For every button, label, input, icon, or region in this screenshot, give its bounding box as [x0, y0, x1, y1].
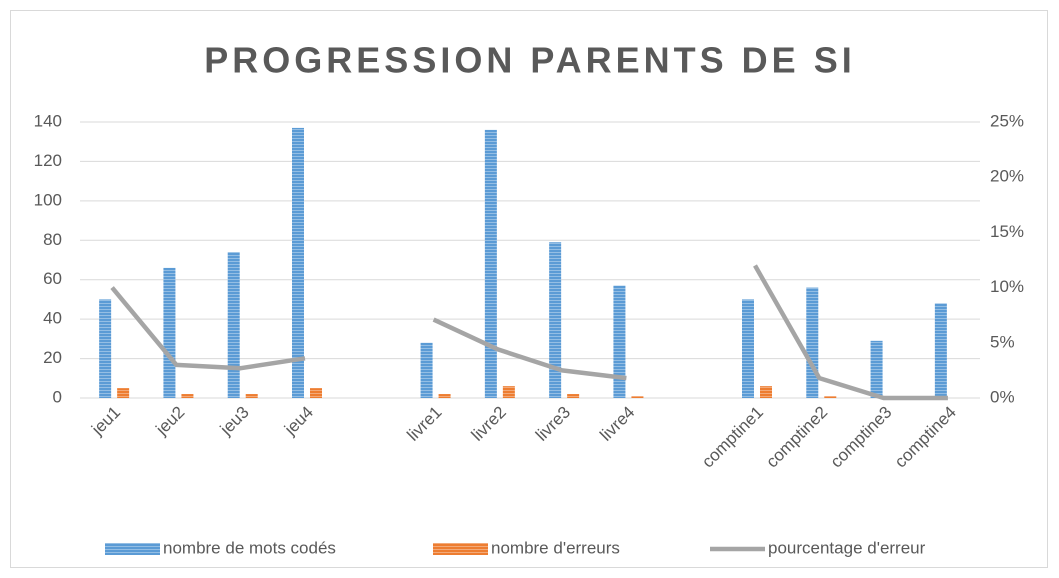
bar — [99, 299, 112, 398]
y-tick-label: 120 — [34, 151, 62, 170]
legend-swatch — [105, 543, 160, 555]
legend-label: pourcentage d'erreur — [768, 538, 926, 557]
bar — [181, 394, 194, 398]
bar — [292, 127, 304, 399]
bar — [613, 285, 626, 398]
y-tick-label: 20 — [43, 348, 62, 367]
bar — [870, 340, 883, 398]
y-tick-label: 100 — [34, 190, 62, 209]
y-tick-label: 80 — [43, 230, 62, 249]
y2-tick-label: 5% — [990, 332, 1015, 351]
legend-label: nombre d'erreurs — [491, 538, 620, 557]
y2-tick-label: 0% — [990, 387, 1015, 406]
bar — [760, 386, 772, 398]
bar — [227, 252, 240, 398]
y2-tick-label: 15% — [990, 222, 1024, 241]
bar — [502, 386, 515, 398]
bar — [117, 388, 130, 398]
bar — [567, 394, 580, 398]
bar — [549, 242, 562, 398]
y-tick-label: 60 — [43, 269, 62, 288]
chart-frame — [10, 10, 1048, 568]
y-tick-label: 140 — [34, 111, 62, 130]
bar — [420, 342, 433, 398]
bar — [245, 394, 258, 398]
bar — [163, 267, 176, 398]
legend-label: nombre de mots codés — [163, 538, 336, 557]
line — [110, 264, 948, 401]
y-tick-label: 0 — [53, 387, 62, 406]
y2-tick-label: 10% — [990, 277, 1024, 296]
y2-tick-label: 25% — [990, 111, 1024, 130]
bar — [934, 303, 947, 398]
bar — [806, 287, 819, 398]
bar — [438, 394, 451, 398]
chart-title: PROGRESSION PARENTS DE SI — [204, 40, 855, 81]
bar — [824, 396, 837, 398]
legend-swatch — [433, 543, 488, 555]
bar — [631, 396, 644, 398]
y-tick-label: 40 — [43, 309, 62, 328]
y2-tick-label: 20% — [990, 167, 1024, 186]
bar — [742, 299, 754, 398]
bar — [484, 129, 497, 398]
bar — [310, 388, 322, 398]
